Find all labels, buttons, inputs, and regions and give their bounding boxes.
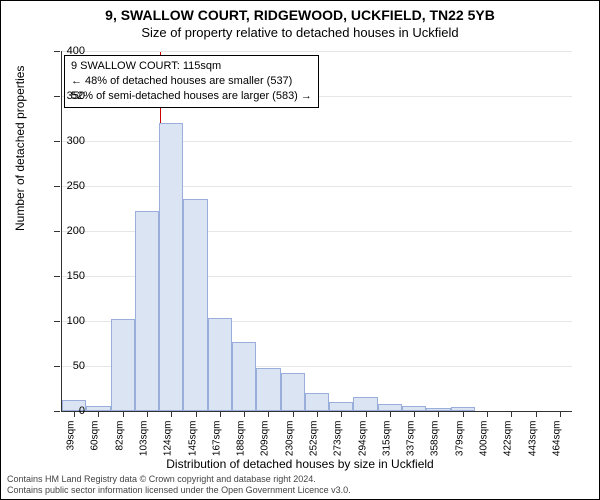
histogram-bar xyxy=(378,404,402,411)
y-tick xyxy=(54,321,60,322)
x-tick-label: 422sqm xyxy=(503,421,514,461)
y-tick-label: 50 xyxy=(73,360,85,372)
x-tick-label: 252sqm xyxy=(309,421,320,461)
x-tick-label: 230sqm xyxy=(284,421,295,461)
x-tick-label: 82sqm xyxy=(114,421,125,461)
y-tick xyxy=(54,276,60,277)
y-tick-label: 100 xyxy=(67,315,85,327)
histogram-bar xyxy=(232,342,256,411)
x-tick-label: 188sqm xyxy=(236,421,247,461)
x-tick xyxy=(463,411,464,417)
x-tick xyxy=(268,411,269,417)
histogram-bar xyxy=(183,199,207,411)
x-tick-label: 337sqm xyxy=(406,421,417,461)
histogram-bar xyxy=(208,318,232,411)
gridline xyxy=(62,141,572,142)
x-tick-label: 60sqm xyxy=(90,421,101,461)
y-tick-label: 150 xyxy=(67,270,85,282)
x-tick-label: 358sqm xyxy=(430,421,441,461)
x-tick xyxy=(366,411,367,417)
x-tick xyxy=(536,411,537,417)
annotation-box: 9 SWALLOW COURT: 115sqm ← 48% of detache… xyxy=(64,55,319,108)
x-tick-label: 464sqm xyxy=(551,421,562,461)
annotation-line2: ← 48% of detached houses are smaller (53… xyxy=(71,74,312,89)
x-tick-label: 209sqm xyxy=(260,421,271,461)
x-tick xyxy=(317,411,318,417)
y-tick-label: 300 xyxy=(67,135,85,147)
y-tick xyxy=(54,231,60,232)
histogram-bar xyxy=(305,393,329,411)
x-tick xyxy=(560,411,561,417)
x-tick xyxy=(414,411,415,417)
x-tick xyxy=(147,411,148,417)
x-tick xyxy=(74,411,75,417)
footer-text: Contains HM Land Registry data © Crown c… xyxy=(7,474,351,495)
x-tick-label: 294sqm xyxy=(357,421,368,461)
y-tick-label: 200 xyxy=(67,225,85,237)
y-tick-label: 0 xyxy=(79,405,85,417)
x-tick xyxy=(123,411,124,417)
histogram-bar xyxy=(329,402,353,411)
x-tick-label: 379sqm xyxy=(454,421,465,461)
x-tick xyxy=(341,411,342,417)
y-tick xyxy=(54,96,60,97)
y-tick xyxy=(54,186,60,187)
y-tick xyxy=(54,141,60,142)
annotation-line1: 9 SWALLOW COURT: 115sqm xyxy=(71,59,312,74)
histogram-bar xyxy=(111,319,135,411)
x-tick xyxy=(293,411,294,417)
x-tick xyxy=(487,411,488,417)
histogram-bar xyxy=(256,368,280,411)
x-tick xyxy=(390,411,391,417)
y-tick xyxy=(54,366,60,367)
x-tick xyxy=(220,411,221,417)
chart-container: 9, SWALLOW COURT, RIDGEWOOD, UCKFIELD, T… xyxy=(0,0,600,500)
gridline xyxy=(62,51,572,52)
x-tick xyxy=(98,411,99,417)
x-tick xyxy=(511,411,512,417)
x-tick-label: 400sqm xyxy=(479,421,490,461)
chart-title-line1: 9, SWALLOW COURT, RIDGEWOOD, UCKFIELD, T… xyxy=(1,7,599,23)
histogram-bar xyxy=(281,373,305,411)
y-tick-label: 400 xyxy=(67,45,85,57)
footer-line1: Contains HM Land Registry data © Crown c… xyxy=(7,474,351,484)
x-tick-label: 124sqm xyxy=(163,421,174,461)
x-tick-label: 443sqm xyxy=(527,421,538,461)
x-tick xyxy=(244,411,245,417)
y-tick-label: 250 xyxy=(67,180,85,192)
histogram-bar xyxy=(159,123,183,411)
chart-title-line2: Size of property relative to detached ho… xyxy=(1,25,599,40)
gridline xyxy=(62,186,572,187)
y-tick xyxy=(54,411,60,412)
y-tick xyxy=(54,51,60,52)
x-tick-label: 39sqm xyxy=(66,421,77,461)
x-tick xyxy=(196,411,197,417)
x-tick-label: 315sqm xyxy=(381,421,392,461)
annotation-line3: 52% of semi-detached houses are larger (… xyxy=(71,89,312,104)
x-tick-label: 145sqm xyxy=(187,421,198,461)
histogram-bar xyxy=(135,211,159,411)
y-tick-label: 350 xyxy=(67,90,85,102)
x-tick-label: 273sqm xyxy=(333,421,344,461)
x-tick-label: 103sqm xyxy=(139,421,150,461)
x-tick-label: 167sqm xyxy=(211,421,222,461)
footer-line2: Contains public sector information licen… xyxy=(7,485,351,495)
y-axis-label: Number of detached properties xyxy=(13,66,27,231)
x-tick xyxy=(438,411,439,417)
histogram-bar xyxy=(353,397,377,411)
x-tick xyxy=(171,411,172,417)
